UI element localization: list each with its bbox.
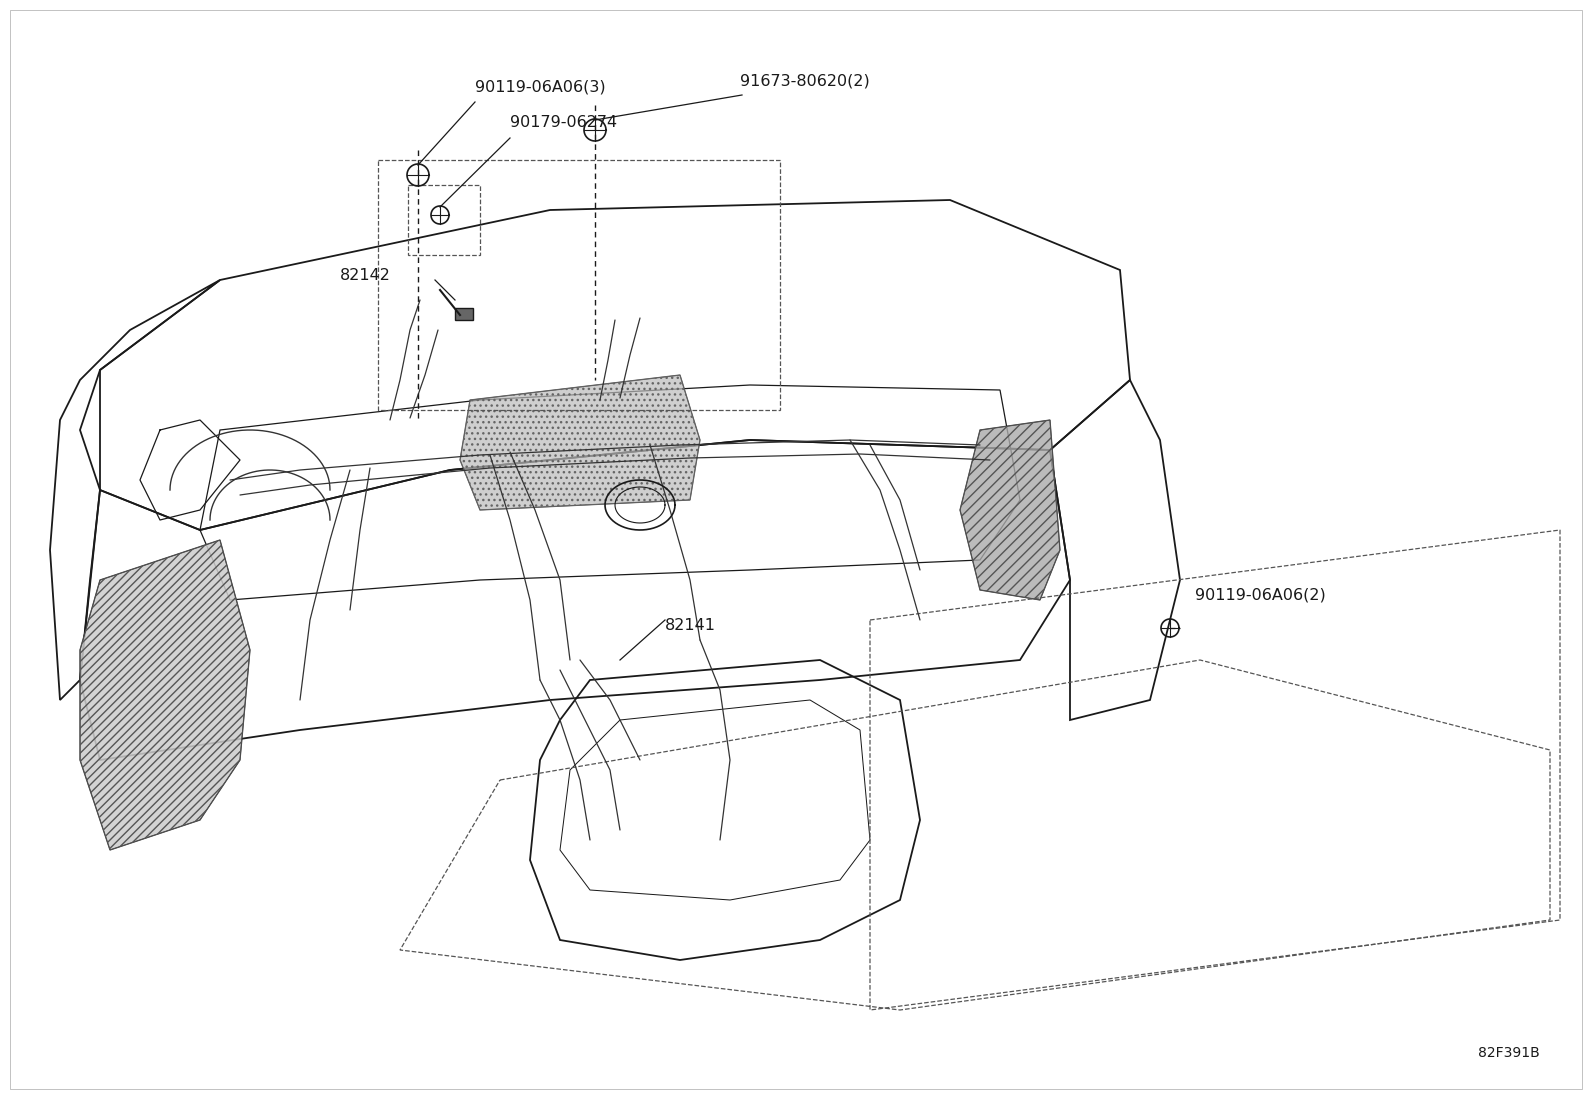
Bar xyxy=(455,308,473,320)
Text: 82142: 82142 xyxy=(341,267,392,282)
Text: 90179-06274: 90179-06274 xyxy=(509,115,618,130)
Text: 90119-06A06(2): 90119-06A06(2) xyxy=(1196,588,1326,602)
Text: 91673-80620(2): 91673-80620(2) xyxy=(740,73,869,88)
Polygon shape xyxy=(80,540,250,850)
Polygon shape xyxy=(960,420,1060,600)
Text: 82F391B: 82F391B xyxy=(1479,1046,1539,1061)
Text: 82141: 82141 xyxy=(665,618,716,633)
Text: 90119-06A06(3): 90119-06A06(3) xyxy=(474,80,605,95)
Polygon shape xyxy=(460,375,700,510)
